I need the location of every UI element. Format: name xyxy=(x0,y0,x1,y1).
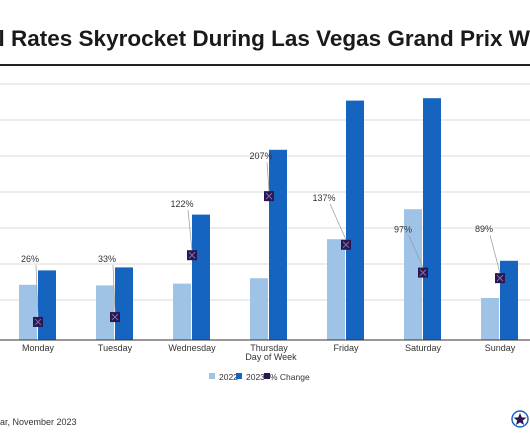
bar-2022-thursday xyxy=(250,278,268,340)
title-divider xyxy=(0,64,530,66)
percent-change-markers xyxy=(33,191,505,327)
bar-2023-tuesday xyxy=(115,267,133,340)
legend-label: 2023 xyxy=(246,372,265,382)
bar-2022-saturday xyxy=(404,209,422,340)
label-leader-line xyxy=(35,264,39,317)
bar-2023-sunday xyxy=(500,260,518,340)
percent-change-label: 122% xyxy=(170,199,193,209)
bars xyxy=(19,98,518,340)
x-tick-label: Tuesday xyxy=(98,343,133,353)
source-note: ar, November 2023 xyxy=(0,417,77,427)
percent-change-label: 207% xyxy=(249,151,272,161)
change-marker-wednesday xyxy=(187,250,197,261)
bar-2023-friday xyxy=(346,100,364,340)
x-tick-label: Friday xyxy=(333,343,359,353)
percent-change-label: 26% xyxy=(21,254,39,264)
change-marker-monday xyxy=(33,316,43,327)
x-tick-label: Sunday xyxy=(485,343,516,353)
percent-change-label: 97% xyxy=(394,225,412,235)
brand-logo-icon xyxy=(511,410,529,428)
legend-label: 2022 xyxy=(219,372,238,382)
chart-title: el Rates Skyrocket During Las Vegas Gran… xyxy=(0,26,530,51)
legend-swatch xyxy=(209,373,215,379)
label-leader-line xyxy=(187,210,193,251)
x-tick-label: Monday xyxy=(22,343,55,353)
percent-change-label: 33% xyxy=(98,254,116,264)
bar-2023-monday xyxy=(38,270,56,340)
bar-2022-friday xyxy=(327,239,345,340)
legend-swatch xyxy=(264,373,270,379)
percent-change-label: 89% xyxy=(475,224,493,234)
x-tick-label: Wednesday xyxy=(168,343,216,353)
x-tick-label: Thursday xyxy=(250,343,288,353)
bar-2023-wednesday xyxy=(192,214,210,340)
bar-2022-monday xyxy=(19,284,37,340)
bar-2022-sunday xyxy=(481,298,499,340)
labels: Monday 26% Tuesday 33% Wednesday 122% Thursday… xyxy=(21,151,516,353)
label-leader-line xyxy=(329,203,347,240)
label-leader-line xyxy=(408,235,424,268)
percent-change-label: 137% xyxy=(312,193,335,203)
change-marker-thursday xyxy=(264,191,274,202)
label-leader-line xyxy=(266,162,270,192)
bar-2023-saturday xyxy=(423,98,441,340)
change-marker-sunday xyxy=(495,273,505,284)
legend-swatch xyxy=(236,373,242,379)
bar-2022-tuesday xyxy=(96,285,114,340)
x-tick-label: Saturday xyxy=(405,343,442,353)
legend: 2022 2023 % Change xyxy=(209,372,310,382)
label-leader-line xyxy=(489,235,501,274)
bar-2023-thursday xyxy=(269,149,287,340)
change-marker-saturday xyxy=(418,267,428,278)
change-marker-tuesday xyxy=(110,312,120,323)
change-marker-friday xyxy=(341,239,351,250)
x-axis-title: Day of Week xyxy=(245,352,297,362)
label-leader-line xyxy=(112,265,116,313)
legend-label: % Change xyxy=(270,372,310,382)
bar-2022-wednesday xyxy=(173,283,191,340)
